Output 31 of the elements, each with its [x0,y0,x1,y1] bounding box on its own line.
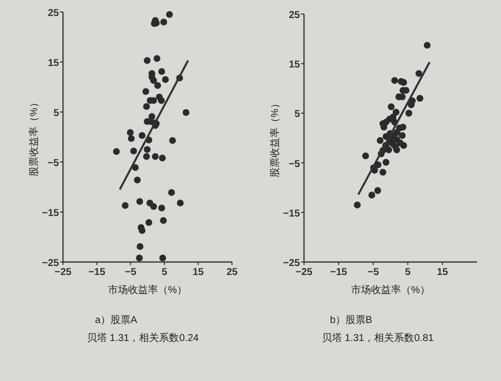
x-tick-label: 15 [436,267,448,278]
text: a）股票A [95,315,138,326]
y-tick-label: 15 [48,58,60,69]
y-tick-label: −25 [42,258,60,269]
x-axis-title: 市场收益率（%） [108,284,187,296]
x-axis-title: 市场收益率（%） [351,284,430,296]
y-axis-title: 股票收益率（%） [28,98,40,176]
y-tick-label: −5 [288,158,300,170]
x-tick-label: −25 [54,267,72,278]
x-tick-label: 5 [405,267,412,278]
x-tick-label: 25 [226,267,238,278]
text: 贝塔 1.31，相关系数0.81 [322,332,434,344]
x-tick-label: 15 [192,267,204,278]
y-tick-label: 25 [48,8,60,19]
y-tick-label: −5 [48,158,60,169]
x-tick-label: 5 [162,267,168,278]
y-tick-label: −15 [283,208,300,220]
x-tick-label: −25 [296,267,313,278]
y-tick-label: 5 [53,108,60,119]
y-axis-title: 股票收益率（%） [269,98,281,178]
text: b）股票B [330,315,373,326]
y-tick-label: 25 [288,10,300,21]
x-tick-label: −5 [367,267,380,278]
x-tick-label: −15 [330,267,348,278]
text: 贝塔 1.31，相关系数0.24 [87,332,200,344]
y-tick-label: 15 [288,60,300,71]
y-tick-label: −25 [283,258,300,269]
x-tick-label: −5 [124,267,137,278]
x-tick-label: −15 [88,267,106,278]
y-tick-label: 5 [294,109,300,120]
y-tick-label: −15 [42,208,60,219]
